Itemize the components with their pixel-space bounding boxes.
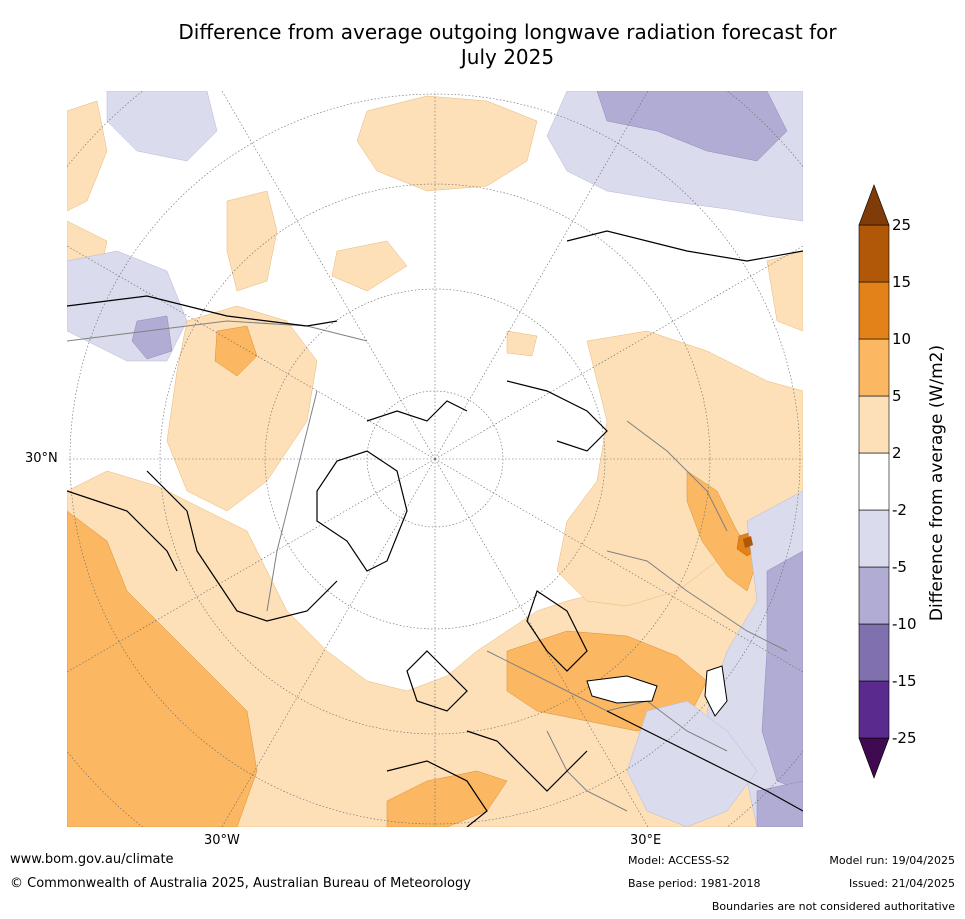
colorbar-band: [858, 281, 890, 340]
lat-label-30n: 30°N: [25, 451, 58, 466]
colorbar-title: Difference from average (W/m2): [927, 344, 947, 622]
colorbar-band: [858, 566, 890, 625]
footer-model: Model: ACCESS-S2: [628, 854, 730, 867]
colorbar-tick-label: 15: [892, 273, 911, 291]
colorbar-band: [858, 395, 890, 454]
colorbar-tick-label: -15: [892, 672, 917, 690]
colorbar-tick-label: 10: [892, 330, 911, 348]
colorbar-tick-label: 2: [892, 444, 902, 462]
colorbar-tick-label: -25: [892, 729, 917, 747]
colorbar-tick-label: -10: [892, 615, 917, 633]
anomaly-region-15-25: [743, 536, 753, 548]
colorbar-tick-label: 5: [892, 387, 902, 405]
colorbar-band: [858, 224, 890, 283]
colorbar-band-min: [858, 737, 890, 779]
footer-disclaimer: Boundaries are not considered authoritat…: [711, 900, 955, 913]
colorbar-band: [858, 509, 890, 568]
footer-model-run: Model run: 19/04/2025: [829, 854, 955, 867]
footer-url: www.bom.gov.au/climate: [10, 852, 174, 867]
coastlines: [67, 230, 803, 827]
footer-copyright: © Commonwealth of Australia 2025, Austra…: [10, 876, 471, 891]
inland-seas: [586, 665, 728, 717]
lon-label-30e: 30°E: [630, 833, 662, 848]
footer-issued: Issued: 21/04/2025: [848, 877, 955, 890]
colorbar-band: [858, 680, 890, 739]
chart-title: Difference from average outgoing longwav…: [178, 20, 837, 69]
colorbar-band: [858, 452, 890, 511]
colorbar-band: [858, 338, 890, 397]
lon-label-30w: 30°W: [204, 833, 240, 848]
colorbar-tick-label: 25: [892, 216, 911, 234]
footer-base-period: Base period: 1981-2018: [628, 877, 761, 890]
colorbar-tick-label: -5: [892, 558, 907, 576]
polar-anomaly-map: [67, 91, 803, 827]
graticule: [67, 91, 803, 827]
colorbar-band: [858, 623, 890, 682]
colorbar-bands: [858, 184, 890, 779]
colorbar-tick-label: -2: [892, 501, 907, 519]
colorbar-band-max: [858, 184, 890, 226]
